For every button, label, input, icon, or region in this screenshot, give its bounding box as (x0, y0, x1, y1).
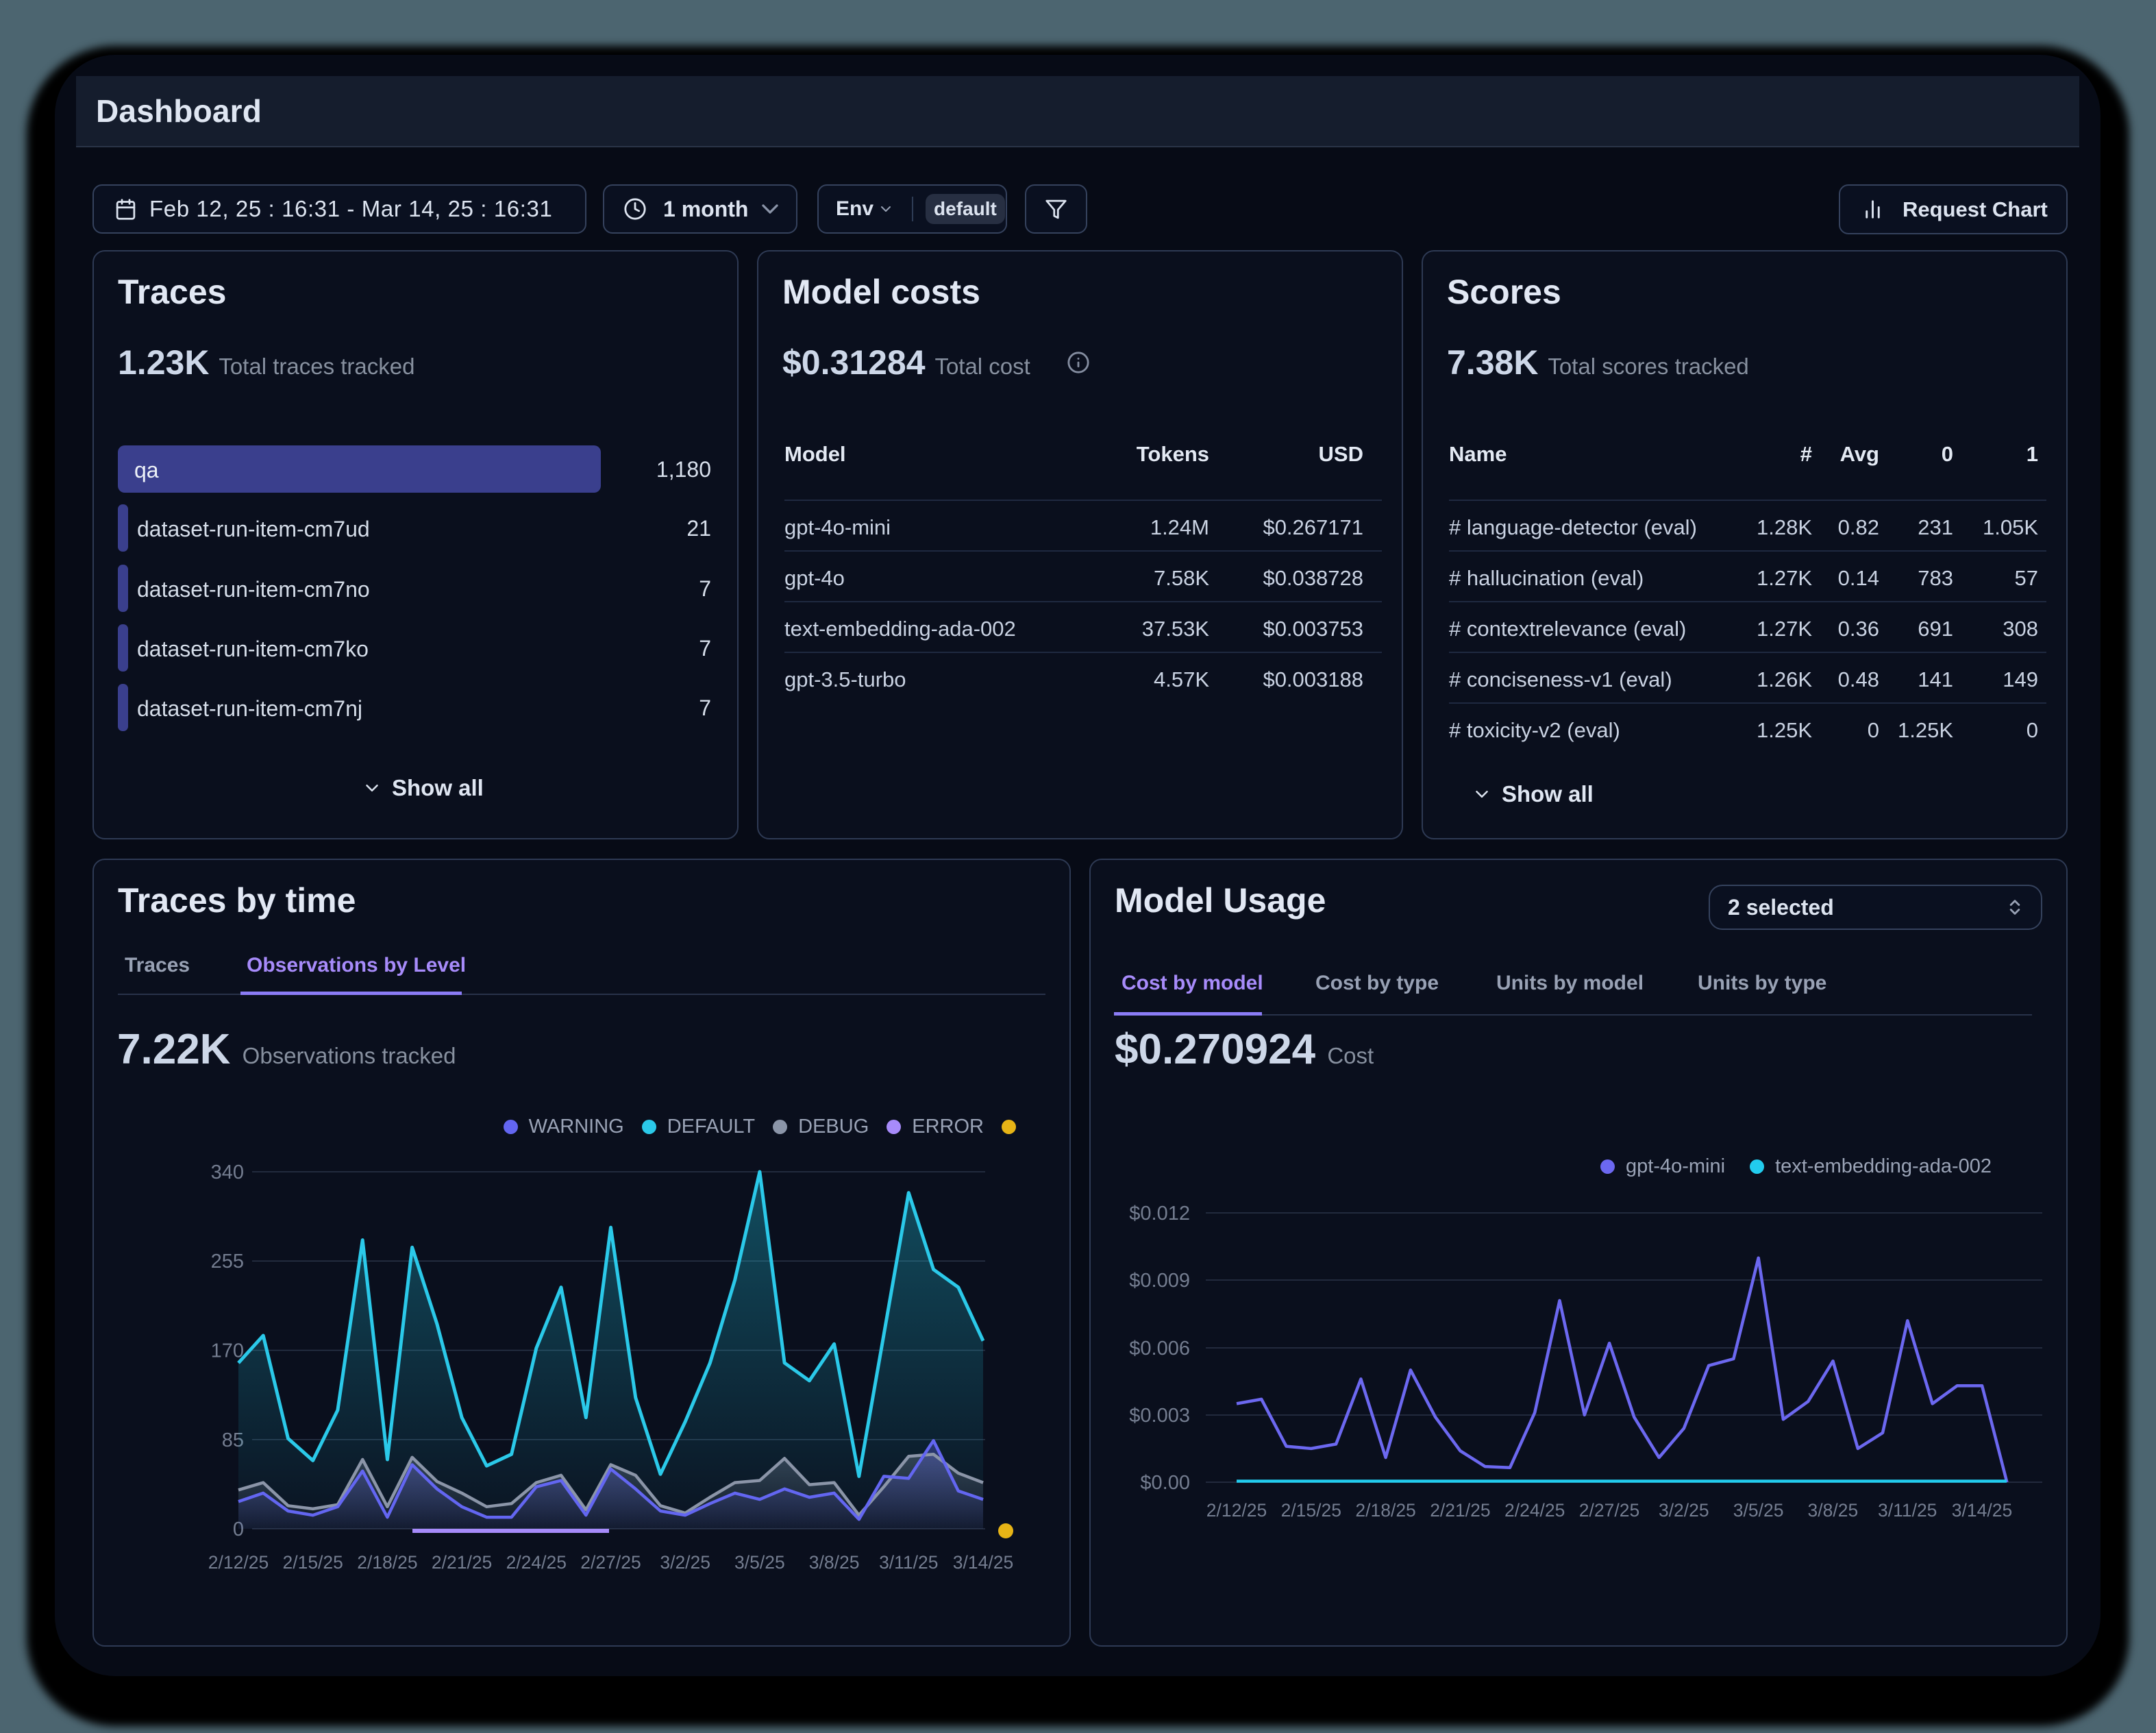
svg-text:2/24/25: 2/24/25 (1504, 1500, 1565, 1521)
svg-text:2/15/25: 2/15/25 (1281, 1500, 1341, 1521)
svg-text:$0.00: $0.00 (1140, 1472, 1190, 1494)
svg-text:2/27/25: 2/27/25 (1579, 1500, 1639, 1521)
svg-text:$0.006: $0.006 (1129, 1338, 1190, 1360)
svg-text:$0.003: $0.003 (1129, 1405, 1190, 1427)
svg-text:2/21/25: 2/21/25 (432, 1552, 492, 1573)
svg-text:3/14/25: 3/14/25 (953, 1552, 1013, 1573)
svg-text:255: 255 (211, 1251, 244, 1273)
svg-text:$0.009: $0.009 (1129, 1270, 1190, 1292)
svg-text:3/8/25: 3/8/25 (1808, 1500, 1859, 1521)
svg-text:3/11/25: 3/11/25 (1878, 1500, 1937, 1521)
svg-text:170: 170 (211, 1340, 244, 1362)
svg-text:3/2/25: 3/2/25 (1659, 1500, 1709, 1521)
svg-text:3/2/25: 3/2/25 (660, 1552, 710, 1573)
svg-text:2/15/25: 2/15/25 (282, 1552, 343, 1573)
svg-text:3/8/25: 3/8/25 (809, 1552, 860, 1573)
svg-text:340: 340 (211, 1162, 244, 1183)
svg-text:$0.012: $0.012 (1129, 1203, 1190, 1225)
svg-text:2/24/25: 2/24/25 (506, 1552, 567, 1573)
svg-text:2/21/25: 2/21/25 (1430, 1500, 1490, 1521)
svg-text:2/12/25: 2/12/25 (1206, 1500, 1267, 1521)
svg-text:3/14/25: 3/14/25 (1952, 1500, 2012, 1521)
svg-text:2/27/25: 2/27/25 (580, 1552, 641, 1573)
svg-text:2/18/25: 2/18/25 (1355, 1500, 1415, 1521)
svg-text:3/11/25: 3/11/25 (879, 1552, 938, 1573)
svg-text:2/12/25: 2/12/25 (208, 1552, 269, 1573)
svg-text:3/5/25: 3/5/25 (734, 1552, 785, 1573)
svg-text:2/18/25: 2/18/25 (357, 1552, 417, 1573)
svg-text:3/5/25: 3/5/25 (1733, 1500, 1784, 1521)
